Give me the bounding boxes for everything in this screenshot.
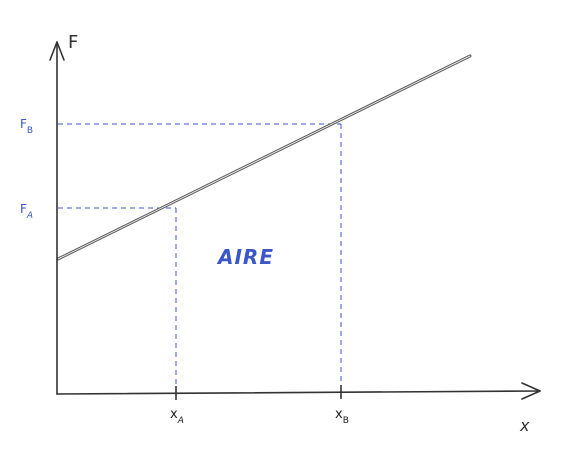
fa-label-sub: A: [26, 211, 33, 221]
y-axis-arrow-icon: [49, 41, 65, 61]
fa-label-main: F: [20, 202, 27, 216]
xa-label-sub: A: [177, 416, 184, 426]
x-axis-label: x: [519, 416, 530, 435]
xb-label: xB: [335, 407, 349, 426]
xa-label-main: x: [170, 407, 178, 422]
fb-label-main: F: [20, 117, 27, 131]
force-line-highlight: [57, 55, 471, 260]
fb-label: FB: [20, 117, 33, 136]
fb-label-sub: B: [27, 126, 33, 136]
xb-label-sub: B: [343, 416, 349, 426]
fa-label: FA: [20, 202, 33, 221]
xa-label: xA: [170, 407, 184, 426]
xb-label-main: x: [335, 407, 343, 422]
y-axis-label: F: [68, 32, 78, 53]
x-axis: [56, 390, 541, 395]
area-label: AIRE: [216, 245, 274, 269]
x-axis-arrow-icon: [521, 382, 541, 400]
